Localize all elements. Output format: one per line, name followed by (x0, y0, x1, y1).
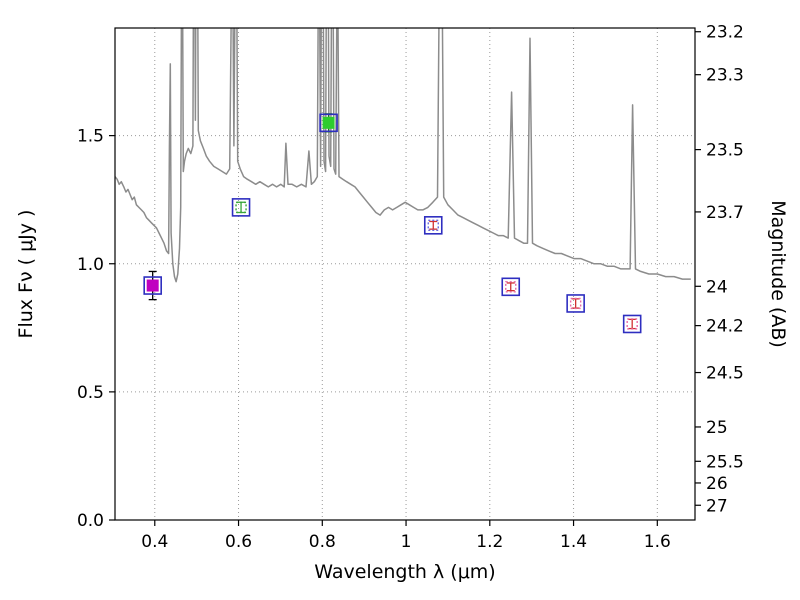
data-point-outer-square (423, 216, 443, 235)
y-left-tick-label: 1.5 (77, 127, 104, 147)
y-axis-label-left: Flux Fν ( μJy ) (15, 210, 37, 339)
data-point-inner-square (235, 201, 247, 214)
data-point-inner-square (626, 318, 638, 330)
x-tick-label: 0.6 (225, 532, 252, 552)
data-point-outer-square (566, 294, 585, 313)
data-point-outer-square (143, 276, 162, 295)
y-axis-left-ticks: 0.0 0.5 1.0 1.5 (77, 127, 115, 531)
data-point-outer-square (319, 113, 338, 133)
y-right-tick-label: 24.2 (706, 317, 744, 337)
x-tick-label: 1 (401, 532, 412, 552)
y-right-tick-label: 24.5 (706, 364, 744, 384)
y-right-tick-label: 23.2 (706, 23, 744, 43)
axes-frame (114, 27, 696, 521)
x-tick-label: 1.2 (476, 532, 503, 552)
x-tick-label: 1.6 (644, 532, 671, 552)
y-right-tick-label: 26 (706, 474, 728, 494)
x-tick-label: 0.8 (309, 532, 336, 552)
x-axis-ticks: 0.4 0.6 0.8 1 1.2 1.4 1.6 (141, 520, 671, 552)
y-right-tick-label: 23.5 (706, 141, 744, 161)
photometry-points (143, 113, 642, 334)
y-right-tick-label: 23.3 (706, 66, 744, 86)
data-point-filled-square (322, 116, 335, 129)
y-right-tick-label: 23.7 (706, 203, 744, 223)
y-left-tick-label: 0.5 (77, 383, 104, 403)
y-right-tick-label: 25.5 (706, 452, 744, 472)
y-left-tick-label: 0.0 (77, 511, 104, 531)
data-point-outer-square (622, 314, 642, 334)
x-axis-label: Wavelength λ (μm) (314, 561, 495, 583)
y-right-tick-label: 27 (706, 496, 728, 516)
data-point-inner-square (569, 297, 582, 310)
grid-layer (115, 28, 695, 520)
spectrum-line (115, 28, 691, 283)
x-tick-label: 1.4 (560, 532, 587, 552)
y-left-tick-label: 1.0 (77, 255, 104, 275)
data-point-outer-square (501, 277, 521, 297)
data-point-filled-square (146, 279, 159, 292)
data-point-outer-square (231, 198, 251, 217)
plot-area: 0.4 0.6 0.8 1 1.2 1.4 1.60.00.51.01.523.223.32… (77, 23, 744, 552)
y-right-tick-label: 25 (706, 418, 728, 438)
data-point-inner-square (505, 281, 517, 293)
y-axis-label-right: Magnitude (AB) (767, 200, 789, 348)
data-point-inner-square (427, 219, 439, 232)
x-tick-label: 0.4 (141, 532, 168, 552)
y-right-tick-label: 24 (706, 277, 728, 297)
